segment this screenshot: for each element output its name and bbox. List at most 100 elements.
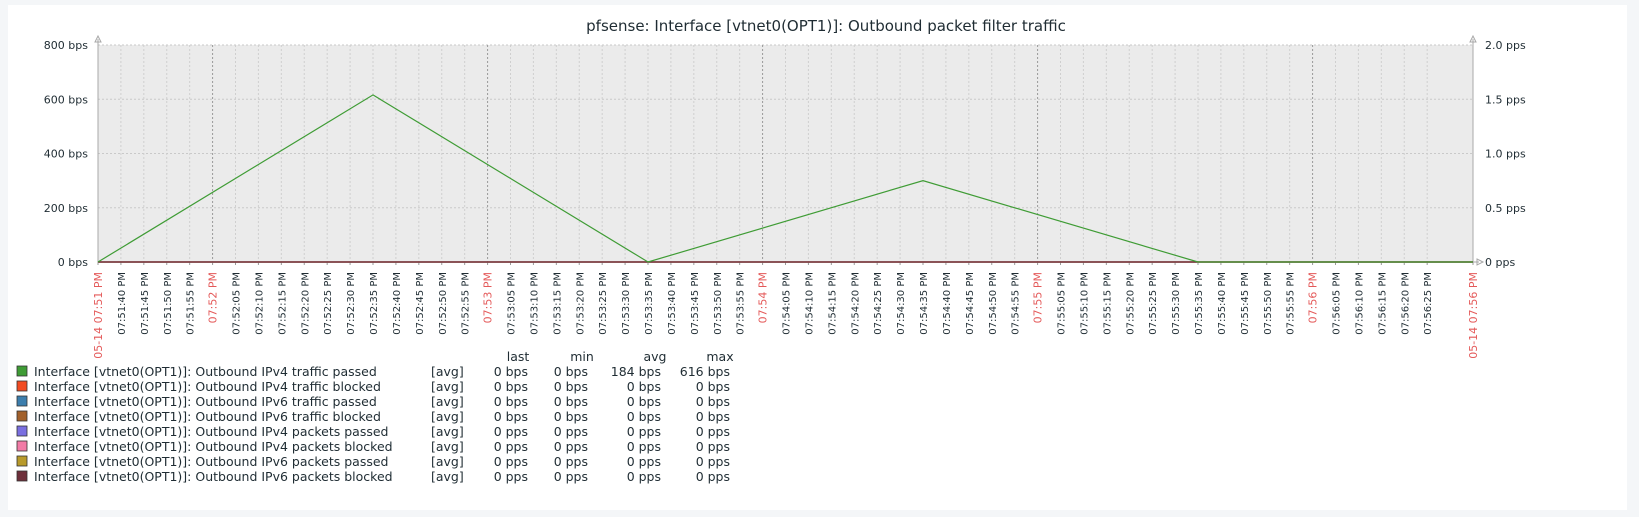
y-right-tick-label: 0 pps: [1485, 256, 1515, 269]
y-left-tick-label: 800 bps: [44, 39, 88, 52]
y-left-tick-label: 200 bps: [44, 202, 88, 215]
x-tick-label: 07:54:55 PM: [1011, 272, 1022, 335]
legend-avg: 0 bps: [627, 409, 661, 424]
legend-avg: 0 pps: [627, 469, 661, 484]
y-left-axis-arrow: [94, 34, 102, 43]
legend-func: [avg]: [431, 409, 464, 424]
legend-column-header: min: [570, 349, 594, 364]
x-tick-label: 07:56:10 PM: [1354, 272, 1365, 335]
legend-last: 0 bps: [494, 394, 528, 409]
x-tick-label: 07:54:40 PM: [942, 272, 953, 335]
legend-swatch: [16, 470, 28, 482]
legend-last: 0 bps: [494, 409, 528, 424]
legend-swatch: [16, 455, 28, 467]
x-tick-label: 07:52:35 PM: [369, 272, 380, 335]
x-tick-label: 07:55 PM: [1032, 272, 1045, 323]
y-right-tick-label: 0.5 pps: [1485, 202, 1526, 215]
x-tick-label: 07:54:05 PM: [782, 272, 793, 335]
legend-min: 0 bps: [554, 409, 588, 424]
legend-func: [avg]: [431, 394, 464, 409]
x-tick-label: 07:53:30 PM: [621, 272, 632, 335]
y-left-tick-label: 400 bps: [44, 148, 88, 161]
legend-last: 0 pps: [494, 454, 528, 469]
x-tick-label: 07:52:20 PM: [300, 272, 311, 335]
legend-last: 0 pps: [494, 424, 528, 439]
legend-last: 0 bps: [494, 379, 528, 394]
x-tick-label: 07:51:45 PM: [140, 272, 151, 335]
y-right-tick-label: 1.0 pps: [1485, 148, 1526, 161]
legend-min: 0 pps: [554, 469, 588, 484]
legend-column-header: max: [706, 349, 733, 364]
x-tick-label: 07:54:50 PM: [988, 272, 999, 335]
graph-panel: pfsense: Interface [vtnet0(OPT1)]: Outbo…: [8, 5, 1627, 510]
x-tick-label: 07:55:35 PM: [1194, 272, 1205, 335]
legend-series-name: Interface [vtnet0(OPT1)]: Outbound IPv4 …: [34, 439, 393, 454]
legend-func: [avg]: [431, 424, 464, 439]
legend-swatch: [16, 395, 28, 407]
legend-func: [avg]: [431, 379, 464, 394]
legend-min: 0 pps: [554, 439, 588, 454]
x-tick-label: 07:53:05 PM: [507, 272, 518, 335]
legend-func: [avg]: [431, 364, 464, 379]
x-tick-label: 07:56 PM: [1307, 272, 1320, 323]
x-tick-label: 07:51:50 PM: [163, 272, 174, 335]
x-tick-label: 07:52:30 PM: [346, 272, 357, 335]
legend-max: 0 pps: [696, 454, 730, 469]
legend-swatch: [16, 425, 28, 437]
x-tick-label: 07:55:40 PM: [1217, 272, 1228, 335]
x-tick-label: 07:53:45 PM: [690, 272, 701, 335]
x-tick-label: 07:54:25 PM: [873, 272, 884, 335]
x-tick-label: 07:55:45 PM: [1240, 272, 1251, 335]
x-tick-label: 07:52:50 PM: [438, 272, 449, 335]
legend-swatch: [16, 440, 28, 452]
x-tick-label: 07:54:20 PM: [850, 272, 861, 335]
x-tick-label: 07:55:30 PM: [1171, 272, 1182, 335]
x-tick-label: 07:52:45 PM: [415, 272, 426, 335]
x-tick-label: 07:54:35 PM: [919, 272, 930, 335]
legend-series-name: Interface [vtnet0(OPT1)]: Outbound IPv6 …: [34, 409, 381, 424]
y-right-tick-label: 1.5 pps: [1485, 93, 1526, 106]
legend-column-header: last: [507, 349, 530, 364]
x-tick-label: 05-14 07:51 PM: [92, 272, 105, 359]
legend-max: 0 pps: [696, 424, 730, 439]
legend-series-name: Interface [vtnet0(OPT1)]: Outbound IPv6 …: [34, 469, 393, 484]
legend-last: 0 bps: [494, 364, 528, 379]
x-tick-label: 07:55:20 PM: [1125, 272, 1136, 335]
legend-swatch: [16, 410, 28, 422]
x-tick-label: 07:53:25 PM: [598, 272, 609, 335]
x-tick-label: 07:52:40 PM: [392, 272, 403, 335]
legend-min: 0 bps: [554, 364, 588, 379]
legend-column-header: avg: [644, 349, 667, 364]
y-left-tick-label: 600 bps: [44, 93, 88, 106]
x-tick-label: 07:56:05 PM: [1332, 272, 1343, 335]
x-tick-label: 07:51:40 PM: [117, 272, 128, 335]
chart-title: pfsense: Interface [vtnet0(OPT1)]: Outbo…: [586, 17, 1066, 35]
legend-max: 0 pps: [696, 469, 730, 484]
y-right-tick-label: 2.0 pps: [1485, 39, 1526, 52]
x-tick-label: 07:52:55 PM: [461, 272, 472, 335]
legend-min: 0 pps: [554, 454, 588, 469]
x-tick-label: 07:53:15 PM: [552, 272, 563, 335]
legend-avg: 0 pps: [627, 439, 661, 454]
x-tick-label: 07:52:10 PM: [254, 272, 265, 335]
x-axis-arrow: [1476, 258, 1485, 266]
legend-series-name: Interface [vtnet0(OPT1)]: Outbound IPv6 …: [34, 394, 377, 409]
x-tick-label: 07:55:05 PM: [1057, 272, 1068, 335]
x-tick-label: 07:53:10 PM: [529, 272, 540, 335]
legend-avg: 0 pps: [627, 454, 661, 469]
x-tick-label: 07:55:15 PM: [1102, 272, 1113, 335]
x-tick-label: 07:52:15 PM: [277, 272, 288, 335]
legend-func: [avg]: [431, 439, 464, 454]
x-tick-label: 07:53:20 PM: [575, 272, 586, 335]
legend-last: 0 pps: [494, 439, 528, 454]
legend-max: 0 bps: [696, 394, 730, 409]
legend-min: 0 bps: [554, 379, 588, 394]
legend-max: 0 pps: [696, 439, 730, 454]
legend-avg: 0 pps: [627, 424, 661, 439]
x-tick-label: 07:55:25 PM: [1148, 272, 1159, 335]
traffic-chart: pfsense: Interface [vtnet0(OPT1)]: Outbo…: [16, 17, 1526, 484]
x-tick-label: 07:56:20 PM: [1400, 272, 1411, 335]
x-tick-label: 07:54:15 PM: [827, 272, 838, 335]
legend-avg: 184 bps: [611, 364, 661, 379]
legend-swatch: [16, 380, 28, 392]
